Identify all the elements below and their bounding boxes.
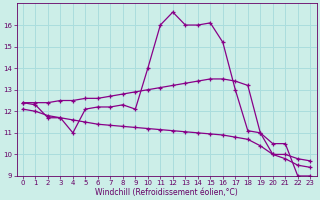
X-axis label: Windchill (Refroidissement éolien,°C): Windchill (Refroidissement éolien,°C) xyxy=(95,188,238,197)
